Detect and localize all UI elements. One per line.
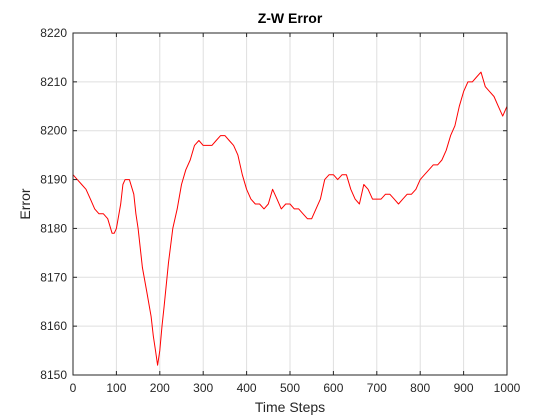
- x-tick-label: 400: [237, 381, 257, 395]
- y-tick-label: 8170: [40, 270, 67, 284]
- y-tick-label: 8160: [40, 319, 67, 333]
- y-tick-label: 8180: [40, 221, 67, 235]
- x-tick-label: 1000: [494, 381, 521, 395]
- y-tick-labels: 8150 8160 8170 8180 8190 8200 8210 8220: [40, 26, 67, 382]
- y-tick-label: 8200: [40, 124, 67, 138]
- y-tick-label: 8150: [40, 368, 67, 382]
- chart-title: Z-W Error: [258, 10, 323, 26]
- y-axis-title: Error: [17, 188, 33, 219]
- x-axis-title: Time Steps: [255, 399, 325, 415]
- x-tick-label: 100: [106, 381, 126, 395]
- y-tick-label: 8220: [40, 26, 67, 40]
- x-tick-label: 300: [193, 381, 213, 395]
- x-tick-label: 0: [70, 381, 77, 395]
- x-tick-labels: 0 100 200 300 400 500 600 700 800 900 1000: [70, 381, 521, 395]
- x-tick-label: 200: [150, 381, 170, 395]
- x-tick-label: 600: [323, 381, 343, 395]
- y-tick-label: 8210: [40, 75, 67, 89]
- series-line: [72, 71, 508, 366]
- plot-area: [72, 71, 508, 366]
- x-tick-label: 500: [280, 381, 300, 395]
- y-tick-label: 8190: [40, 173, 67, 187]
- x-tick-label: 900: [454, 381, 474, 395]
- x-tick-label: 800: [410, 381, 430, 395]
- x-tick-label: 700: [367, 381, 387, 395]
- ticks: [72, 32, 508, 376]
